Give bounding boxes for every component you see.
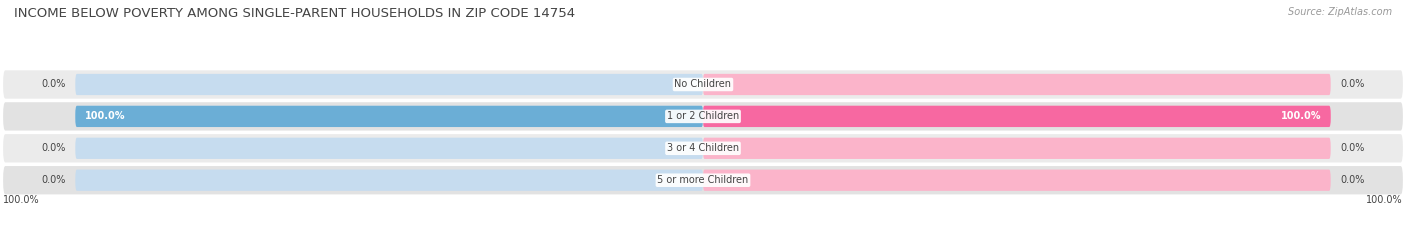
Text: 100.0%: 100.0% <box>1367 195 1403 205</box>
FancyBboxPatch shape <box>3 166 1403 194</box>
Text: 5 or more Children: 5 or more Children <box>658 175 748 185</box>
FancyBboxPatch shape <box>703 106 1330 127</box>
FancyBboxPatch shape <box>703 74 1330 95</box>
Text: 0.0%: 0.0% <box>1340 143 1364 153</box>
Text: 100.0%: 100.0% <box>84 111 125 121</box>
Text: 100.0%: 100.0% <box>3 195 39 205</box>
Text: 0.0%: 0.0% <box>42 79 66 89</box>
FancyBboxPatch shape <box>703 170 1330 191</box>
Text: 100.0%: 100.0% <box>1281 111 1322 121</box>
FancyBboxPatch shape <box>76 74 703 95</box>
FancyBboxPatch shape <box>76 170 703 191</box>
Text: 1 or 2 Children: 1 or 2 Children <box>666 111 740 121</box>
FancyBboxPatch shape <box>3 102 1403 130</box>
Text: 3 or 4 Children: 3 or 4 Children <box>666 143 740 153</box>
FancyBboxPatch shape <box>76 106 703 127</box>
FancyBboxPatch shape <box>76 138 703 159</box>
Text: 0.0%: 0.0% <box>42 143 66 153</box>
FancyBboxPatch shape <box>3 134 1403 162</box>
Text: 0.0%: 0.0% <box>42 175 66 185</box>
FancyBboxPatch shape <box>76 106 703 127</box>
FancyBboxPatch shape <box>703 106 1330 127</box>
Text: No Children: No Children <box>675 79 731 89</box>
Text: 0.0%: 0.0% <box>1340 79 1364 89</box>
Text: 0.0%: 0.0% <box>1340 175 1364 185</box>
Text: Source: ZipAtlas.com: Source: ZipAtlas.com <box>1288 7 1392 17</box>
FancyBboxPatch shape <box>703 138 1330 159</box>
FancyBboxPatch shape <box>3 70 1403 99</box>
Text: INCOME BELOW POVERTY AMONG SINGLE-PARENT HOUSEHOLDS IN ZIP CODE 14754: INCOME BELOW POVERTY AMONG SINGLE-PARENT… <box>14 7 575 20</box>
